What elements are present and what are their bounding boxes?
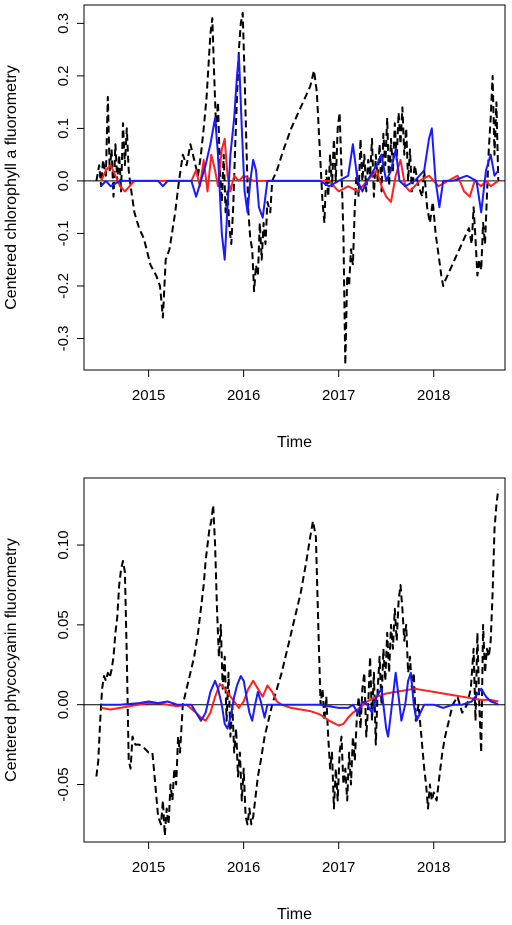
series-line-blue_series <box>100 53 500 261</box>
series-line-observed <box>95 11 500 366</box>
y-tick-label: -0.2 <box>55 273 72 299</box>
plot-frame <box>83 477 506 843</box>
y-axis-label: Centered chlorophyll a fluorometry <box>3 65 20 310</box>
x-tick-label: 2015 <box>132 387 165 404</box>
y-tick-label: 0.05 <box>55 610 72 639</box>
y-axis-label: Centered phycocyanin fluorometry <box>3 538 20 782</box>
y-tick-label: -0.05 <box>55 767 72 801</box>
y-tick-label: 0.00 <box>55 690 72 719</box>
x-axis-label: Time <box>277 434 312 451</box>
x-tick-label: 2015 <box>132 859 165 876</box>
plot-frame <box>83 4 506 371</box>
y-tick-label: 0.3 <box>55 13 72 34</box>
x-tick-label: 2016 <box>227 859 260 876</box>
chlorophyll-panel: 2015 2016 2017 2018 -0.3 -0.2 -0.1 0.0 0.1 0.2 0.3… <box>3 4 506 451</box>
y-tick-label: 0.2 <box>55 65 72 86</box>
x-tick-label: 2018 <box>417 387 450 404</box>
x-tick-label: 2018 <box>417 859 450 876</box>
y-tick-label: 0.1 <box>55 118 72 139</box>
x-tick-label: 2016 <box>227 387 260 404</box>
x-axis-label: Time <box>277 906 312 923</box>
x-tick-label: 2017 <box>322 387 355 404</box>
series-line-red_series <box>100 137 499 203</box>
series-line-observed <box>95 489 500 837</box>
y-tick-label: 0.0 <box>55 171 72 192</box>
y-tick-label: -0.1 <box>55 221 72 247</box>
series-line-blue_series <box>101 671 499 738</box>
phycocyanin-panel: 2015 2016 2017 2018 -0.05 0.00 0.05 0.10 Time Cen… <box>3 477 506 923</box>
y-tick-label: -0.3 <box>55 326 72 352</box>
x-tick-label: 2017 <box>322 859 355 876</box>
y-tick-label: 0.10 <box>55 530 72 559</box>
